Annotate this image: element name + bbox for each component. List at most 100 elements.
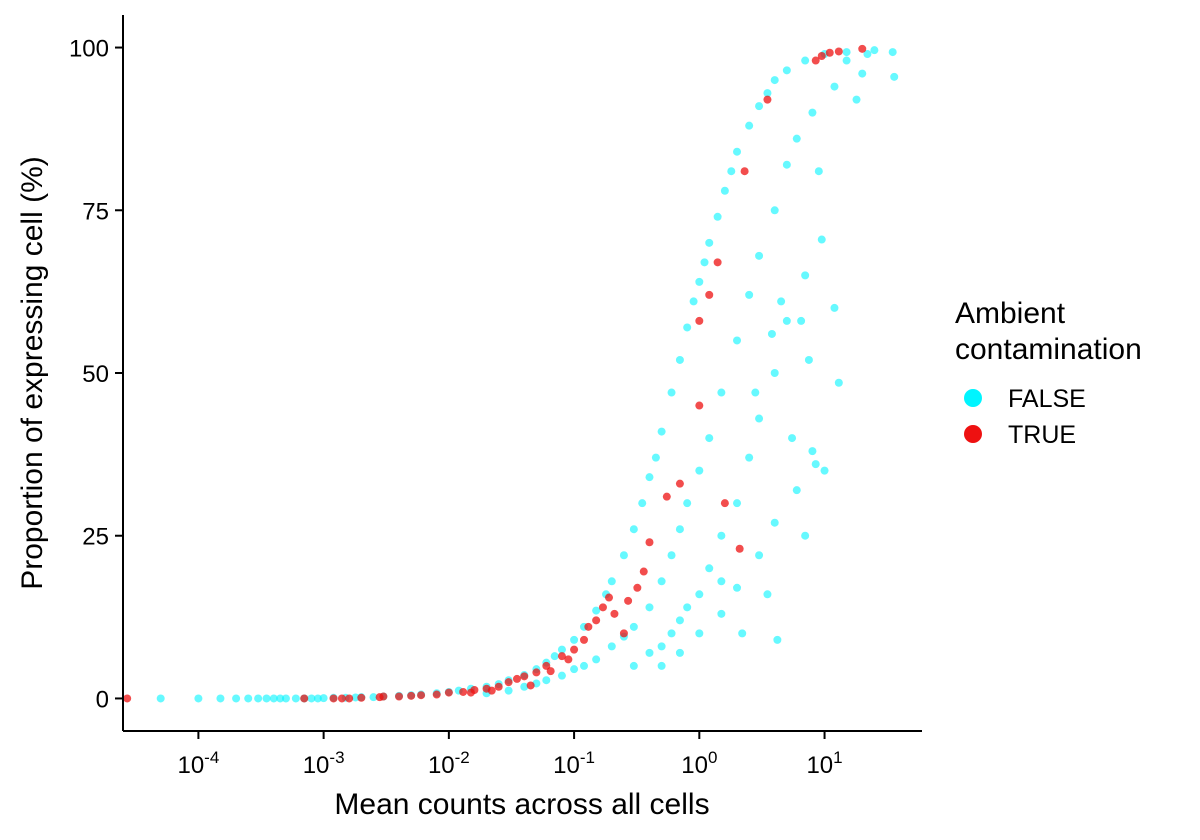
point-false-130: [811, 460, 820, 469]
point-false-2: [216, 694, 225, 703]
point-true-22: [557, 652, 566, 661]
point-true-29: [610, 609, 619, 618]
point-false-54: [713, 212, 722, 221]
point-true-7: [379, 692, 388, 701]
point-true-39: [713, 258, 722, 267]
point-false-12: [307, 694, 316, 703]
point-true-43: [740, 167, 749, 176]
point-false-19: [369, 693, 378, 702]
point-true-36: [675, 479, 684, 488]
legend-label-true: TRUE: [1008, 421, 1076, 449]
point-false-87: [717, 388, 726, 397]
point-false-80: [645, 603, 654, 612]
point-false-101: [683, 603, 692, 612]
point-false-70: [520, 682, 529, 691]
point-false-134: [890, 72, 899, 81]
point-false-17: [351, 693, 360, 702]
point-false-13: [313, 694, 322, 703]
point-false-103: [705, 564, 714, 573]
point-false-96: [629, 661, 638, 670]
point-true-52: [564, 655, 573, 664]
y-tick-label-0: 0: [96, 686, 109, 713]
point-true-3: [337, 694, 346, 703]
point-true-53: [487, 686, 496, 695]
x-tick-label-5: 101: [806, 748, 842, 779]
point-true-33: [639, 567, 648, 576]
legend-label-false: FALSE: [1008, 385, 1086, 413]
y-tick-label-3: 75: [82, 198, 109, 225]
point-false-51: [695, 277, 704, 286]
y-tick-label-4: 100: [69, 36, 109, 63]
point-false-125: [773, 635, 782, 644]
point-false-133: [858, 69, 867, 78]
point-true-16: [494, 682, 503, 691]
point-false-63: [801, 56, 810, 65]
point-true-4: [345, 694, 354, 703]
point-false-5: [254, 694, 263, 703]
point-false-108: [770, 369, 779, 377]
point-false-112: [675, 648, 684, 657]
legend: Ambient contamination FALSE TRUE: [955, 297, 1142, 449]
point-false-50: [689, 297, 698, 306]
point-false-76: [592, 655, 601, 664]
point-true-2: [329, 694, 338, 703]
point-false-131: [830, 303, 839, 312]
point-true-17: [504, 678, 513, 687]
point-false-66: [870, 46, 879, 55]
point-true-37: [695, 401, 704, 410]
point-false-65: [842, 48, 851, 57]
point-true-35: [662, 492, 671, 501]
x-tick-label-4: 100: [681, 748, 717, 779]
y-tick-label-2: 50: [82, 361, 109, 388]
point-true-26: [592, 616, 601, 625]
point-false-36: [570, 635, 579, 644]
points-layer: [123, 44, 899, 703]
point-false-14: [319, 694, 328, 703]
point-false-92: [782, 160, 791, 169]
point-false-8: [276, 694, 285, 703]
point-true-49: [858, 44, 867, 53]
point-false-84: [683, 499, 692, 508]
point-false-91: [770, 206, 779, 215]
point-false-77: [607, 642, 616, 651]
point-true-9: [407, 691, 416, 700]
point-false-128: [763, 590, 772, 599]
point-false-6: [262, 694, 271, 703]
point-false-47: [667, 388, 676, 397]
legend-swatch-false: [964, 389, 982, 407]
x-axis-title: Mean counts across all cells: [334, 788, 709, 821]
point-false-58: [745, 121, 754, 130]
point-false-40: [607, 577, 616, 586]
point-false-97: [645, 648, 654, 657]
point-false-1: [194, 694, 203, 703]
point-true-46: [817, 52, 826, 61]
y-ticks-layer: 0 25 50 75 100: [69, 36, 123, 713]
point-false-100: [675, 616, 684, 625]
point-false-94: [808, 108, 817, 117]
point-true-19: [520, 672, 529, 681]
point-false-141: [863, 50, 872, 59]
point-false-137: [767, 329, 776, 338]
point-false-132: [852, 95, 861, 104]
point-false-109: [782, 316, 791, 325]
point-false-105: [733, 499, 742, 508]
point-false-113: [695, 629, 704, 638]
point-false-119: [808, 447, 817, 456]
point-false-90: [755, 251, 764, 260]
point-false-122: [804, 355, 813, 364]
point-false-79: [629, 622, 638, 631]
point-true-34: [645, 538, 654, 547]
point-false-73: [557, 671, 566, 680]
point-false-3: [232, 694, 241, 703]
point-false-60: [763, 89, 772, 98]
point-false-4: [244, 694, 253, 703]
x-ticks-layer: 10-4 10-3 10-2 10-1 100 101: [177, 731, 843, 779]
point-true-12: [444, 688, 453, 697]
point-false-117: [770, 518, 779, 527]
point-true-28: [605, 593, 613, 602]
point-false-75: [580, 661, 589, 670]
point-false-93: [792, 134, 801, 143]
point-false-88: [733, 336, 742, 345]
